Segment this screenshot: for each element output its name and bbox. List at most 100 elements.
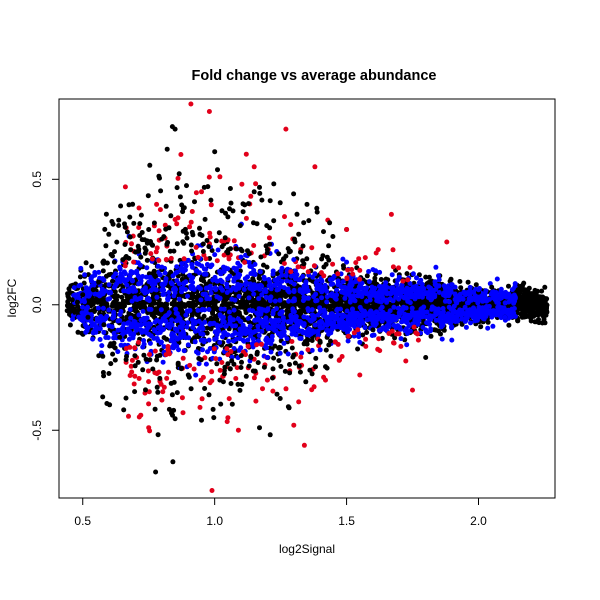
data-point-blue — [98, 314, 104, 319]
data-point-blue — [407, 313, 413, 318]
data-point-blue — [130, 278, 135, 284]
data-point-blue — [424, 309, 430, 315]
data-point-blue — [107, 296, 113, 302]
data-point-blue — [423, 314, 429, 320]
data-point-blue — [229, 354, 235, 360]
data-point-blue — [231, 346, 237, 351]
data-point-blue — [158, 325, 164, 331]
data-point-blue — [405, 331, 411, 336]
data-point-blue — [389, 272, 395, 278]
data-point-blue — [106, 307, 112, 313]
data-point-blue — [100, 305, 106, 311]
data-point-blue — [190, 325, 196, 330]
data-point-blue — [315, 312, 321, 318]
data-point-blue — [235, 281, 241, 287]
data-point-blue — [373, 294, 379, 300]
data-point-blue — [340, 279, 346, 285]
data-point-blue — [185, 320, 191, 326]
data-point-black — [520, 302, 526, 308]
data-point-blue — [259, 328, 265, 334]
data-point-blue — [468, 307, 474, 313]
data-point-blue — [490, 323, 496, 329]
data-point-blue — [224, 290, 230, 295]
data-point-blue — [379, 304, 385, 310]
data-point-blue — [130, 321, 136, 327]
data-point-black — [163, 305, 169, 310]
data-point-blue — [245, 337, 251, 343]
data-point-blue — [250, 308, 256, 314]
data-point-blue — [344, 308, 350, 314]
data-point-blue — [147, 340, 153, 346]
data-point-black — [104, 301, 110, 307]
data-point-blue — [180, 268, 186, 274]
data-point-blue — [174, 328, 180, 334]
data-point-black — [506, 322, 512, 328]
data-point-blue — [369, 315, 375, 321]
data-point-blue — [442, 298, 448, 304]
data-point-black — [437, 295, 443, 301]
data-point-black — [113, 301, 119, 307]
data-point-black — [67, 308, 73, 314]
data-point-blue — [368, 288, 374, 294]
data-point-black — [115, 293, 121, 299]
data-point-blue — [362, 325, 368, 330]
data-point-black — [541, 319, 547, 325]
data-point-blue — [490, 295, 496, 301]
data-point-blue — [439, 336, 445, 342]
data-point-blue — [200, 306, 206, 312]
data-point-blue — [195, 307, 201, 313]
data-point-blue — [205, 349, 210, 355]
data-point-blue — [169, 281, 175, 287]
data-point-black — [392, 335, 398, 341]
data-point-blue — [326, 331, 332, 337]
data-point-blue — [379, 318, 385, 324]
data-point-blue — [268, 286, 274, 292]
data-point-blue — [200, 331, 206, 337]
data-point-blue — [379, 292, 385, 298]
data-point-blue — [118, 342, 124, 348]
data-point-blue — [151, 327, 157, 333]
data-point-blue — [155, 330, 161, 336]
data-point-black — [305, 337, 311, 343]
data-point-blue — [354, 310, 360, 316]
data-point-black — [520, 314, 526, 320]
data-point-blue — [131, 331, 137, 337]
data-point-blue — [312, 271, 318, 277]
data-point-blue — [322, 322, 328, 328]
data-point-blue — [470, 314, 476, 320]
data-point-blue — [274, 306, 279, 312]
data-point-black — [428, 333, 434, 339]
data-point-blue — [352, 288, 357, 294]
data-point-blue — [419, 294, 425, 300]
data-point-blue — [251, 291, 257, 297]
data-point-black — [308, 300, 314, 305]
data-point-black — [532, 305, 538, 311]
data-point-black — [404, 271, 410, 277]
data-point-blue — [369, 292, 375, 298]
data-point-black — [90, 299, 96, 305]
data-point-black — [319, 301, 325, 307]
data-point-blue — [352, 315, 358, 321]
data-point-blue — [309, 328, 315, 334]
data-point-blue — [103, 334, 109, 340]
data-point-blue — [395, 305, 401, 311]
data-point-blue — [70, 316, 76, 322]
data-point-blue — [272, 327, 277, 333]
data-point-blue — [263, 287, 268, 293]
data-point-blue — [158, 339, 164, 345]
data-point-blue — [502, 300, 508, 306]
data-point-blue — [409, 305, 415, 311]
data-point-blue — [173, 310, 179, 316]
data-point-blue — [343, 285, 349, 291]
data-point-blue — [183, 312, 189, 318]
data-point-blue — [252, 328, 258, 334]
data-point-blue — [500, 305, 506, 311]
data-point-blue — [115, 327, 121, 333]
data-point-blue — [277, 297, 283, 303]
data-point-blue — [85, 304, 90, 310]
data-point-blue — [284, 336, 290, 342]
data-point-blue — [265, 324, 271, 330]
data-point-black — [536, 317, 541, 322]
data-point-blue — [136, 312, 142, 318]
data-point-blue — [474, 315, 480, 321]
